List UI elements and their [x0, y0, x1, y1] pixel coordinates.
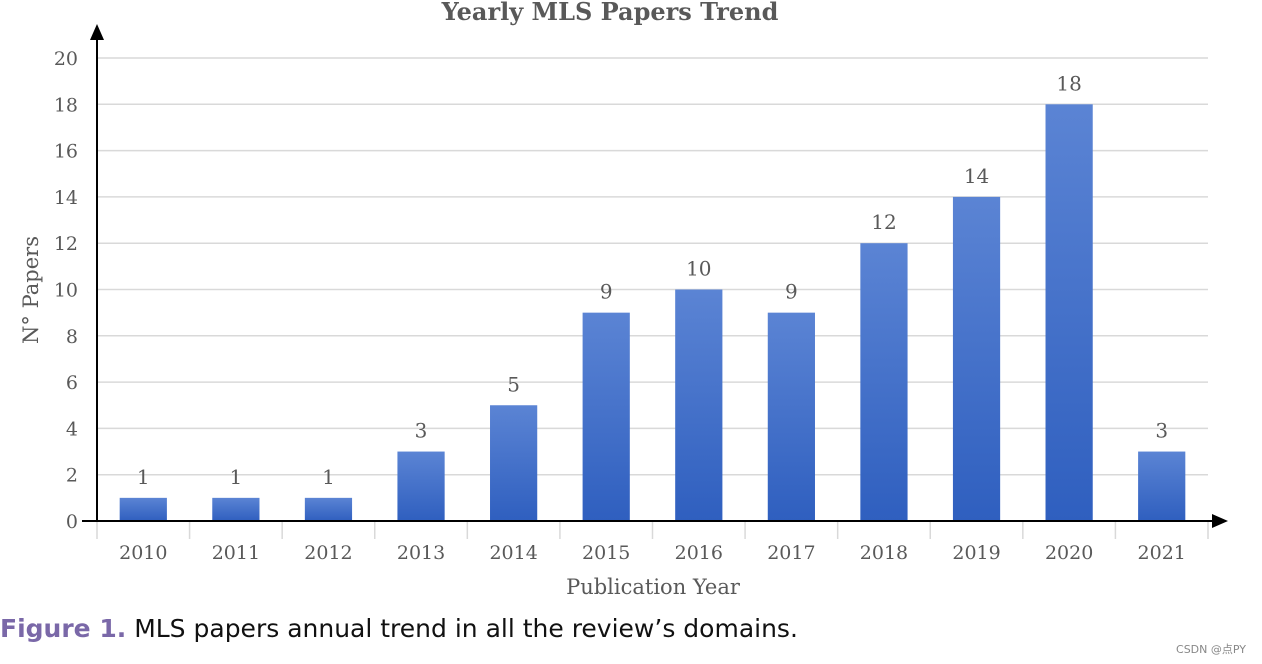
bar-2021: [1138, 451, 1186, 521]
data-label-2011: 1: [230, 465, 243, 489]
y-tick-label: 2: [66, 465, 78, 487]
bar-2012: [304, 497, 353, 521]
watermark: CSDN @点PY: [1176, 643, 1246, 656]
x-axis-arrow: [1212, 514, 1228, 528]
y-tick-label: 12: [54, 233, 78, 255]
y-tick-label: 8: [66, 326, 78, 348]
x-tick-label-2011: 2011: [212, 542, 260, 564]
y-tick-label: 20: [54, 48, 78, 70]
bar-2014: [490, 405, 538, 521]
data-label-2015: 9: [600, 280, 613, 304]
x-tick-label-2013: 2013: [397, 542, 445, 564]
data-label-2010: 1: [137, 465, 150, 489]
bars: [119, 104, 1186, 522]
x-tick-label-2018: 2018: [860, 542, 908, 564]
bar-2016: [675, 289, 723, 521]
data-label-2017: 9: [785, 280, 798, 304]
x-tick-label-2015: 2015: [582, 542, 630, 564]
bar-2015: [582, 312, 630, 521]
bar-2011: [212, 497, 260, 521]
chart-title: Yearly MLS Papers Trend: [441, 0, 779, 26]
data-label-2018: 12: [871, 210, 896, 234]
x-tick-label-2020: 2020: [1045, 542, 1093, 564]
y-tick-label: 0: [66, 511, 78, 533]
bar-2010: [119, 497, 167, 521]
x-tick-label-2019: 2019: [952, 542, 1000, 564]
y-tick-label: 10: [54, 280, 78, 302]
gridlines: [96, 57, 1209, 539]
y-tick-label: 4: [66, 418, 78, 440]
labels: 0 2 4 6 8 10 12 14 16 18 20 1 2010 1 2011 1 2012 3 2013 5 20…: [54, 48, 1186, 564]
y-tick-label: 18: [54, 94, 78, 116]
bar-2019: [952, 196, 1001, 521]
data-label-2016: 10: [686, 257, 711, 281]
caption-text: MLS papers annual trend in all the revie…: [134, 614, 798, 643]
y-tick-label: 14: [54, 187, 78, 209]
x-tick-label-2010: 2010: [119, 542, 167, 564]
bar-chart: 0 2 4 6 8 10 12 14 16 18 20 1 2010 1 2011 1 2012 3 2013 5 20…: [19, 0, 1228, 599]
axes: [82, 24, 1228, 528]
x-tick-label-2016: 2016: [675, 542, 723, 564]
data-label-2014: 5: [507, 372, 520, 396]
bar-2017: [767, 312, 815, 521]
y-axis-arrow: [90, 24, 104, 40]
x-axis-title: Publication Year: [566, 575, 741, 599]
data-label-2020: 18: [1056, 71, 1081, 95]
data-label-2012: 1: [322, 465, 335, 489]
caption-label: Figure 1.: [0, 614, 127, 643]
data-label-2019: 14: [964, 164, 989, 188]
y-tick-label: 6: [66, 372, 78, 394]
data-label-2013: 3: [415, 419, 428, 443]
figure-caption: Figure 1. MLS papers annual trend in all…: [0, 614, 798, 643]
bar-2020: [1045, 104, 1093, 522]
x-tick-label-2014: 2014: [489, 542, 537, 564]
data-label-2021: 3: [1155, 419, 1168, 443]
y-axis-title: N° Papers: [19, 236, 43, 344]
x-tick-label-2012: 2012: [304, 542, 352, 564]
x-tick-label-2021: 2021: [1138, 542, 1186, 564]
y-tick-label: 16: [54, 141, 78, 163]
bar-2018: [860, 243, 908, 521]
x-tick-label-2017: 2017: [767, 542, 815, 564]
bar-2013: [397, 451, 445, 521]
